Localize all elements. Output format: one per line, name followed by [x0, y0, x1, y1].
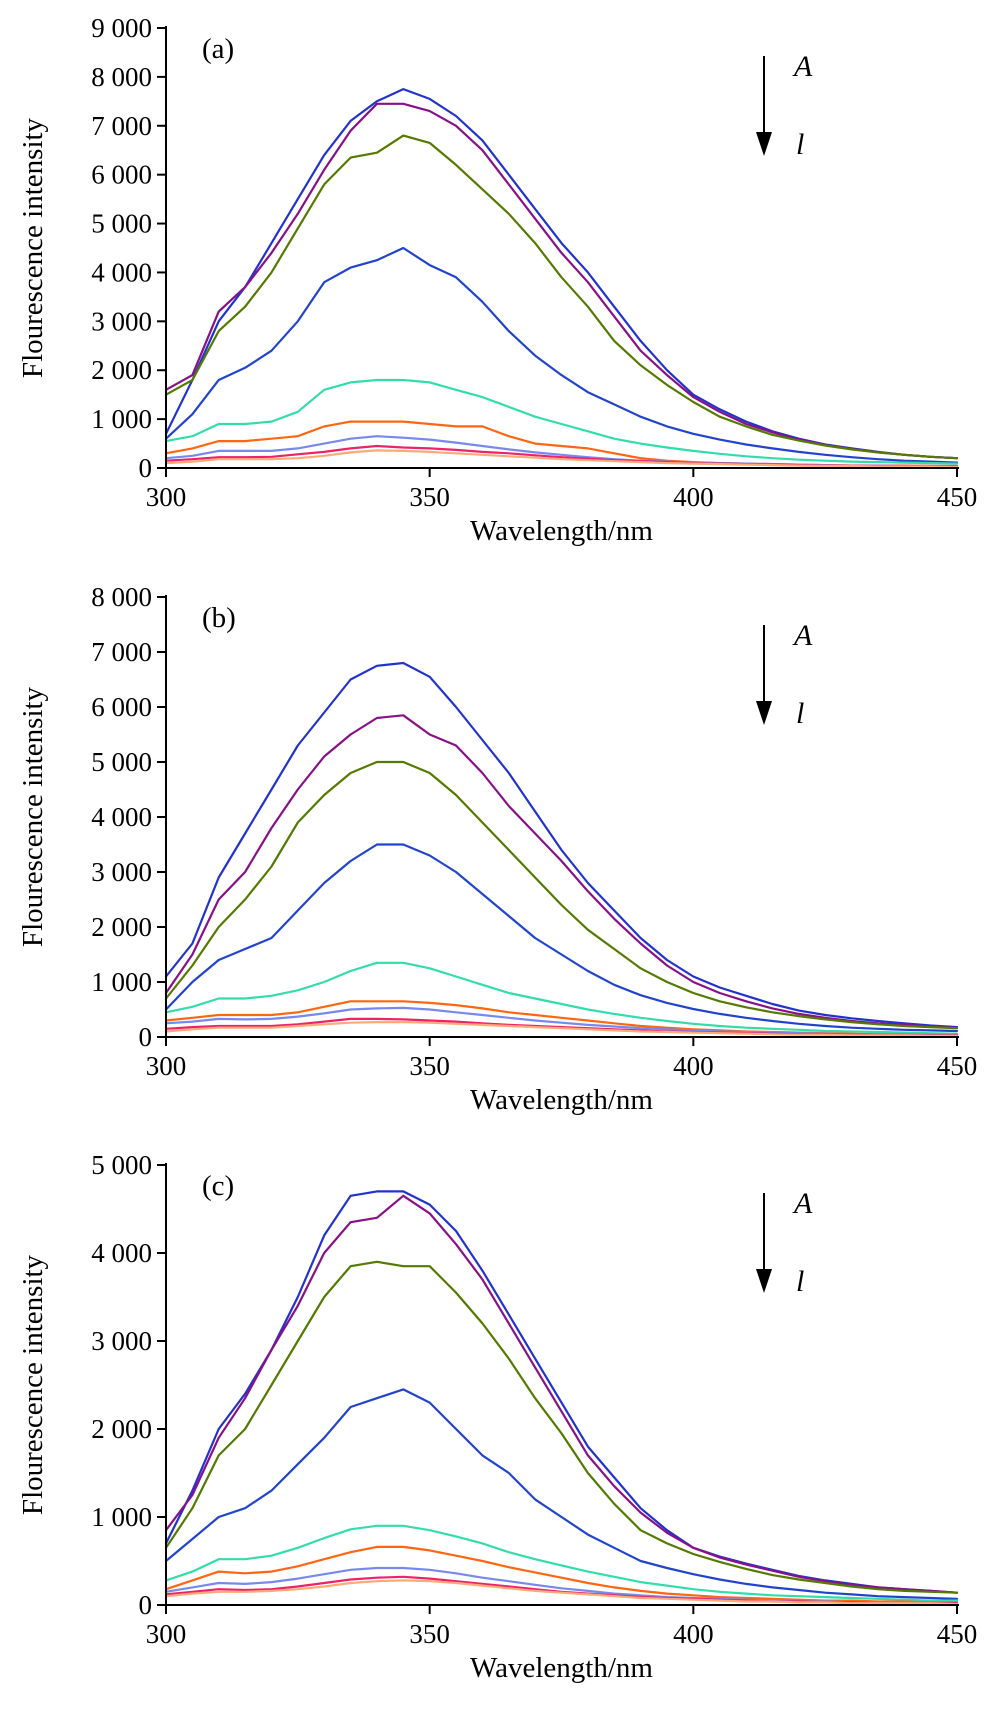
x-axis-title: Wavelength/nm [470, 1652, 653, 1684]
y-tick-label: 5 000 [91, 1150, 152, 1180]
y-tick-label: 6 000 [91, 160, 152, 190]
arrow-label-top: A [792, 619, 813, 652]
series-line-1 [164, 661, 959, 1029]
y-tick-label: 3 000 [91, 1326, 152, 1356]
x-tick-label: 400 [673, 1051, 714, 1081]
x-tick-label: 300 [146, 1051, 187, 1081]
series-line-4 [164, 246, 959, 464]
x-tick-label: 350 [409, 1051, 450, 1081]
arrow-label-bottom: l [796, 1265, 804, 1298]
x-tick-label: 400 [673, 1619, 714, 1649]
y-tick-label: 4 000 [91, 257, 152, 287]
series-line-5 [164, 378, 959, 465]
series-line-4 [164, 1388, 959, 1600]
series-line-9 [164, 1579, 959, 1606]
series-line-9 [164, 449, 959, 469]
y-tick-label: 6 000 [91, 692, 152, 722]
y-tick-label: 0 [139, 1022, 153, 1052]
x-axis-title: Wavelength/nm [470, 1084, 653, 1116]
series-line-5 [164, 961, 959, 1035]
series-line-1 [164, 1190, 959, 1594]
chart-panel-1: 300 350 400 450 0 1 000 2 000 3 000 4 000 5 000 6 … [17, 13, 977, 547]
series-line-3 [164, 134, 959, 460]
y-tick-label: 7 000 [91, 111, 152, 141]
trend-arrow-head [756, 1269, 772, 1293]
y-tick-label: 5 000 [91, 209, 152, 239]
y-tick-label: 0 [139, 453, 153, 483]
series-line-1 [164, 88, 959, 460]
x-tick-label: 400 [673, 482, 714, 512]
y-axis-title: Flourescence intensity [17, 1254, 49, 1515]
trend-arrow-head [756, 132, 772, 156]
x-tick-label: 350 [409, 1619, 450, 1649]
series-line-2 [164, 714, 959, 1029]
series-line-3 [164, 1260, 959, 1594]
y-tick-label: 5 000 [91, 747, 152, 777]
series-line-2 [164, 1194, 959, 1594]
y-tick-label: 3 000 [91, 306, 152, 336]
y-tick-label: 9 000 [91, 13, 152, 43]
y-tick-label: 1 000 [91, 404, 152, 434]
x-tick-label: 300 [146, 1619, 187, 1649]
y-axis-title: Flourescence intensity [17, 117, 49, 378]
y-tick-label: 8 000 [91, 62, 152, 92]
series-line-4 [164, 843, 959, 1033]
trend-arrow-head [756, 701, 772, 725]
series-line-2 [164, 102, 959, 460]
x-tick-label: 450 [937, 1051, 978, 1081]
series-line-3 [164, 760, 959, 1030]
y-tick-label: 1 000 [91, 967, 152, 997]
arrow-label-bottom: l [796, 128, 804, 161]
chart-panel-3: 300 350 400 450 0 1 000 2 000 3 000 4 000 5 000 Wa… [17, 1150, 977, 1684]
panel-label: (a) [202, 33, 234, 65]
x-tick-label: 450 [937, 482, 978, 512]
x-tick-label: 350 [409, 482, 450, 512]
panel-label: (b) [202, 602, 236, 634]
x-tick-label: 300 [146, 482, 187, 512]
arrow-label-top: A [792, 50, 813, 83]
x-axis-title: Wavelength/nm [470, 515, 653, 547]
arrow-label-bottom: l [796, 697, 804, 730]
series-line-5 [164, 1524, 959, 1602]
y-tick-label: 2 000 [91, 912, 152, 942]
y-tick-label: 3 000 [91, 857, 152, 887]
arrow-label-top: A [792, 1187, 813, 1220]
y-tick-label: 2 000 [91, 355, 152, 385]
x-tick-label: 450 [937, 1619, 978, 1649]
chart-panel-2: 300 350 400 450 0 1 000 2 000 3 000 4 000 5 000 6 … [17, 582, 977, 1116]
y-tick-label: 7 000 [91, 637, 152, 667]
y-tick-label: 8 000 [91, 582, 152, 612]
y-tick-label: 4 000 [91, 802, 152, 832]
y-tick-label: 2 000 [91, 1414, 152, 1444]
y-tick-label: 1 000 [91, 1502, 152, 1532]
y-axis-title: Flourescence intensity [17, 686, 49, 947]
series-line-9 [164, 1021, 959, 1037]
y-tick-label: 0 [139, 1590, 153, 1620]
panel-label: (c) [202, 1170, 234, 1202]
y-tick-label: 4 000 [91, 1238, 152, 1268]
